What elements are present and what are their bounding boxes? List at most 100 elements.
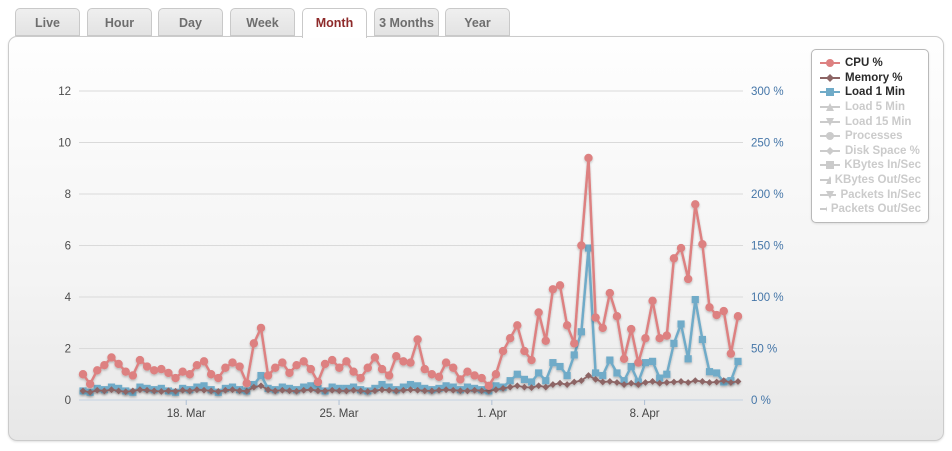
data-point-marker[interactable] [570,351,578,359]
data-point-marker[interactable] [441,358,451,367]
data-point-marker[interactable] [122,388,130,396]
data-point-marker[interactable] [335,387,343,395]
data-point-marker[interactable] [199,357,209,366]
data-point-marker[interactable] [535,382,543,390]
data-point-marker[interactable] [683,274,693,284]
data-point-marker[interactable] [677,320,685,328]
data-point-marker[interactable] [349,367,358,376]
data-point-marker[interactable] [108,386,115,394]
data-point-marker[interactable] [278,386,286,394]
data-point-marker[interactable] [413,335,422,344]
data-point-marker[interactable] [577,241,586,250]
data-point-marker[interactable] [691,295,699,304]
data-point-marker[interactable] [698,239,707,249]
data-point-marker[interactable] [250,383,258,391]
data-point-marker[interactable] [371,387,379,395]
data-point-marker[interactable] [249,339,259,348]
tab-month[interactable]: Month [302,8,367,38]
tab-day[interactable]: Day [158,8,223,36]
data-point-marker[interactable] [421,387,429,395]
data-point-marker[interactable] [641,334,650,343]
data-point-marker[interactable] [605,288,615,298]
data-point-marker[interactable] [706,379,713,386]
data-point-marker[interactable] [641,359,650,367]
data-point-marker[interactable] [100,387,108,395]
data-point-marker[interactable] [150,387,158,395]
data-point-marker[interactable] [406,380,415,389]
data-point-marker[interactable] [562,321,572,330]
data-point-marker[interactable] [243,387,251,395]
data-point-marker[interactable] [186,387,194,395]
data-point-marker[interactable] [499,384,507,392]
data-point-marker[interactable] [399,386,407,394]
data-point-marker[interactable] [434,372,444,382]
data-point-marker[interactable] [620,377,628,385]
data-point-marker[interactable] [563,371,571,380]
data-point-marker[interactable] [670,339,678,347]
data-point-marker[interactable] [321,387,329,395]
data-point-marker[interactable] [527,378,536,386]
legend-item-cpu-pct[interactable]: CPU % [819,56,921,71]
data-point-marker[interactable] [471,386,478,394]
data-point-marker[interactable] [200,386,208,394]
data-point-marker[interactable] [172,387,179,395]
data-point-marker[interactable] [263,371,273,380]
data-point-marker[interactable] [86,388,94,396]
data-point-marker[interactable] [492,382,500,390]
data-point-marker[interactable] [599,378,607,386]
data-point-marker[interactable] [733,312,743,321]
data-point-marker[interactable] [542,377,550,385]
data-point-marker[interactable] [93,366,102,375]
data-point-marker[interactable] [414,382,422,390]
data-point-marker[interactable] [214,388,222,395]
data-point-marker[interactable] [570,378,578,386]
data-point-marker[interactable] [577,377,585,385]
data-point-marker[interactable] [385,386,393,394]
data-point-marker[interactable] [335,363,344,372]
data-point-marker[interactable] [185,370,194,379]
legend-item-memory-pct[interactable]: Memory % [819,71,921,86]
data-point-marker[interactable] [699,378,706,385]
data-point-marker[interactable] [599,371,607,380]
tab-live[interactable]: Live [15,8,80,36]
data-point-marker[interactable] [300,386,308,394]
legend-item-processes[interactable]: Processes [819,129,921,144]
data-point-marker[interactable] [143,386,151,394]
data-point-marker[interactable] [649,378,656,385]
data-point-marker[interactable] [492,386,500,394]
data-point-marker[interactable] [677,378,685,385]
data-point-marker[interactable] [713,369,721,377]
data-point-marker[interactable] [591,313,600,322]
tab-3-months[interactable]: 3 Months [374,8,439,36]
data-point-marker[interactable] [663,370,671,378]
data-point-marker[interactable] [642,379,649,386]
data-point-marker[interactable] [498,346,508,356]
data-point-marker[interactable] [726,349,736,358]
data-point-marker[interactable] [115,387,122,395]
data-point-marker[interactable] [384,371,394,380]
data-point-marker[interactable] [192,360,202,370]
data-point-marker[interactable] [613,379,621,386]
data-point-marker[interactable] [464,387,471,395]
tab-hour[interactable]: Hour [87,8,152,36]
data-point-marker[interactable] [491,370,501,379]
data-point-marker[interactable] [157,364,166,374]
data-point-marker[interactable] [520,346,529,356]
data-point-marker[interactable] [463,367,472,376]
data-point-marker[interactable] [142,362,152,371]
data-point-marker[interactable] [257,382,265,390]
data-point-marker[interactable] [556,379,564,387]
data-point-marker[interactable] [548,285,558,294]
data-point-marker[interactable] [228,358,237,367]
data-point-marker[interactable] [271,363,280,372]
data-point-marker[interactable] [663,379,671,386]
data-point-marker[interactable] [285,368,294,378]
data-point-marker[interactable] [477,373,486,383]
data-point-marker[interactable] [242,379,251,388]
data-point-marker[interactable] [306,364,316,374]
data-point-marker[interactable] [293,387,300,395]
data-point-marker[interactable] [235,362,244,371]
data-point-marker[interactable] [463,383,472,391]
data-point-marker[interactable] [720,377,728,385]
data-point-marker[interactable] [313,377,323,387]
